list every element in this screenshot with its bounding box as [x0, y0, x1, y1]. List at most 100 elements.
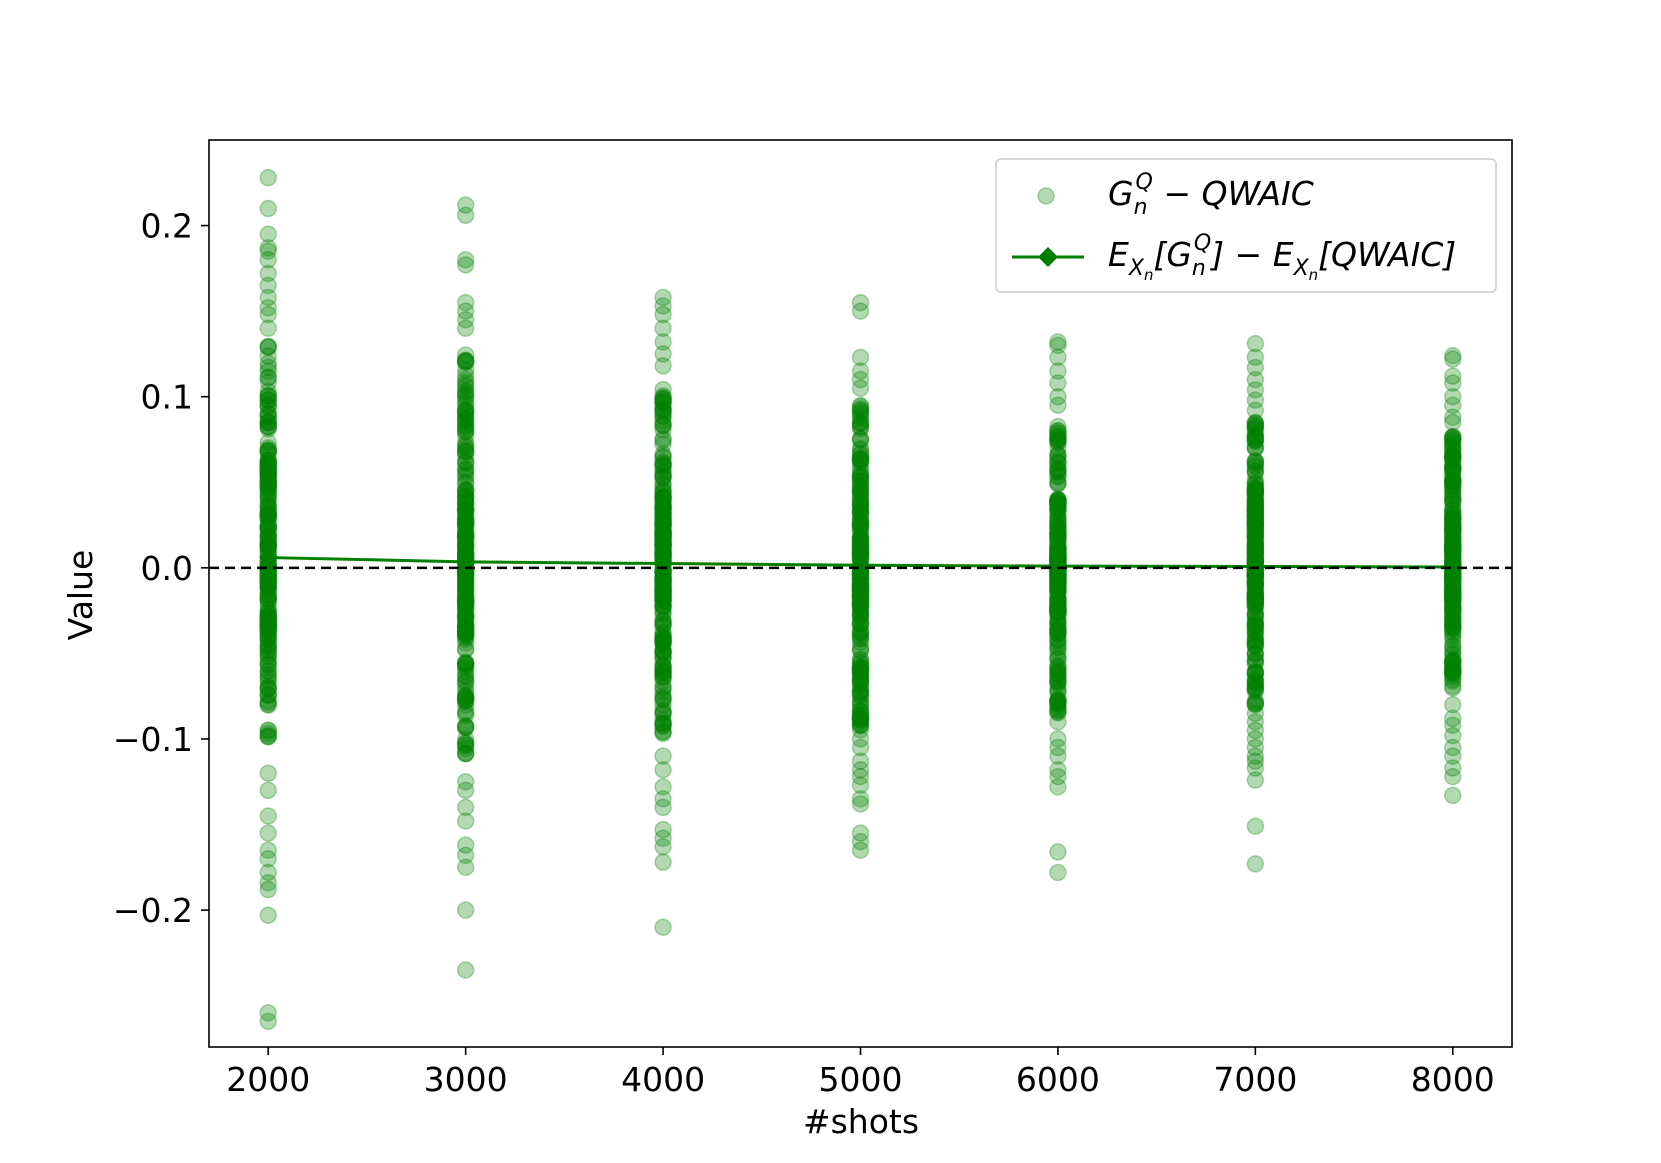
scatter-point [1246, 494, 1265, 512]
scatter-point [1049, 493, 1067, 511]
scatter-point [654, 536, 672, 554]
scatter-point [851, 576, 870, 594]
scatter-point [1049, 519, 1067, 538]
scatter-point [654, 445, 672, 464]
scatter-point [851, 492, 870, 510]
scatter-point [259, 475, 277, 494]
scatter-point [1246, 605, 1265, 624]
scatter-point [851, 624, 870, 642]
scatter-point [1246, 432, 1265, 450]
scatter-point [851, 468, 870, 487]
legend-e2-sub-n: n [1309, 266, 1319, 284]
scatter-point [1444, 653, 1462, 671]
scatter-point [456, 575, 475, 593]
scatter-point [456, 570, 475, 589]
scatter-point [259, 239, 277, 257]
scatter-point [851, 606, 870, 624]
scatter-point [259, 441, 277, 459]
scatter-point [654, 529, 672, 547]
scatter-point [456, 492, 475, 511]
scatter-point [259, 433, 277, 452]
scatter-point [456, 688, 475, 707]
scatter-point [1246, 474, 1265, 492]
scatter-point [654, 691, 672, 709]
scatter-point [654, 838, 672, 856]
scatter-point [259, 413, 277, 431]
scatter-point [851, 599, 870, 617]
scatter-point [259, 1012, 277, 1031]
scatter-point [851, 641, 870, 660]
scatter-point [654, 463, 672, 481]
scatter-point [1246, 817, 1265, 835]
scatter-point [1246, 513, 1265, 531]
scatter-point [1049, 588, 1067, 607]
scatter-point [456, 688, 475, 706]
scatter-point [259, 504, 277, 523]
scatter-point [456, 513, 475, 531]
scatter-point [654, 401, 672, 419]
scatter-point [851, 581, 870, 599]
scatter-point [654, 634, 672, 653]
scatter-point [1049, 422, 1067, 440]
scatter-point [456, 514, 475, 532]
scatter-point [1246, 538, 1265, 557]
scatter-point [654, 526, 672, 544]
scatter-point [456, 454, 475, 473]
scatter-point [851, 522, 870, 540]
scatter-point [259, 807, 277, 825]
scatter-point [654, 489, 672, 507]
scatter-point [654, 481, 672, 500]
scatter-point [851, 650, 870, 668]
scatter-point [1246, 589, 1265, 608]
scatter-point [259, 362, 277, 381]
scatter-point [851, 536, 870, 555]
scatter-point [851, 495, 870, 514]
y-tick-label: 0.1 [141, 378, 193, 417]
scatter-point [851, 671, 870, 689]
scatter-point [851, 575, 870, 594]
scatter-point [654, 686, 672, 705]
scatter-point [851, 537, 870, 556]
scatter-point [1049, 701, 1067, 719]
scatter-point [1049, 601, 1067, 619]
scatter-point [1049, 658, 1067, 676]
scatter-point [259, 617, 277, 636]
scatter-point [456, 613, 475, 631]
scatter-point [851, 514, 870, 533]
scatter-point [654, 389, 672, 408]
scatter-point [1246, 590, 1265, 609]
scatter-point [851, 362, 870, 380]
scatter-point [1246, 695, 1265, 713]
scatter-point [456, 573, 475, 591]
scatter-point [1246, 575, 1265, 593]
scatter-point [259, 721, 277, 739]
scatter-point [259, 764, 277, 782]
scatter-point [1444, 667, 1462, 686]
legend-e1-sub-x: X [1128, 256, 1145, 281]
scatter-point [1246, 502, 1265, 520]
scatter-point [851, 536, 870, 554]
scatter-point [259, 417, 277, 436]
scatter-point [654, 682, 672, 701]
scatter-point [259, 454, 277, 473]
scatter-point [259, 319, 277, 337]
scatter-point [654, 515, 672, 533]
scatter-point [1049, 592, 1067, 611]
scatter-point [1049, 602, 1067, 621]
scatter-point [456, 416, 475, 434]
scatter-point [654, 536, 672, 554]
scatter-point [259, 507, 277, 526]
scatter-point [851, 693, 870, 712]
scatter-point [1049, 490, 1067, 509]
scatter-point [456, 404, 475, 423]
scatter-point [851, 615, 870, 634]
scatter-point [259, 662, 277, 680]
scatter-point [456, 527, 475, 545]
scatter-point [259, 518, 277, 536]
scatter-point [259, 630, 277, 648]
scatter-point [851, 664, 870, 683]
scatter-point [259, 407, 277, 426]
scatter-point [654, 510, 672, 528]
scatter-point [456, 485, 475, 503]
scatter-point [1246, 419, 1265, 438]
